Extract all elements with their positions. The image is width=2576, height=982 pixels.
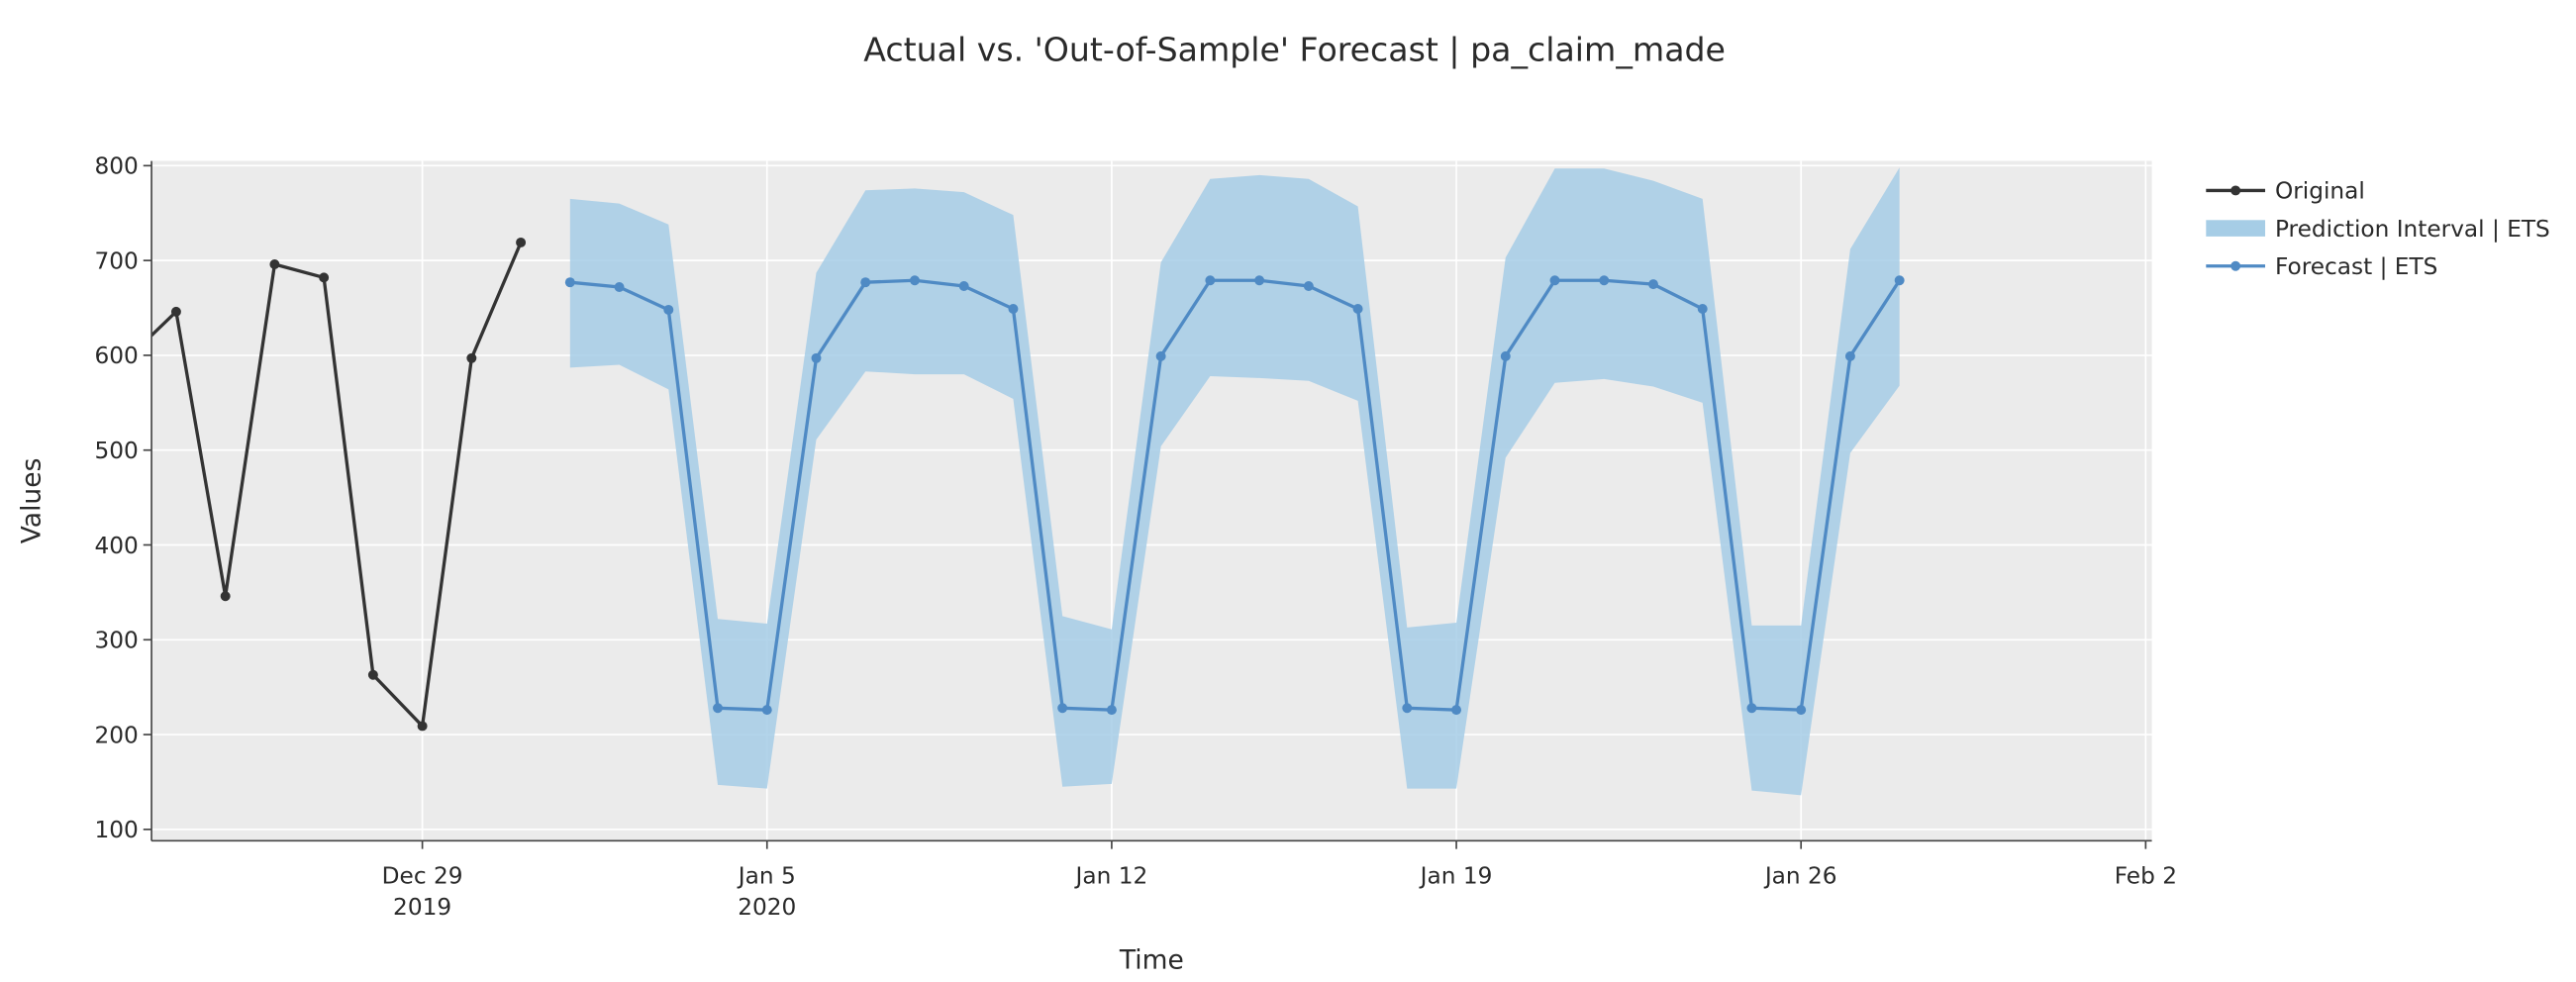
- y-tick-label: 300: [94, 628, 138, 654]
- point: [909, 275, 920, 286]
- point: [1796, 705, 1807, 716]
- series-line: [569, 278, 1902, 712]
- x-axis-title: Time: [1119, 945, 1184, 976]
- point: [860, 277, 871, 288]
- x-tick-label: Jan 5: [737, 862, 796, 889]
- legend-label: Original: [2275, 178, 2365, 205]
- point: [1451, 705, 1462, 716]
- point: [1008, 304, 1019, 314]
- point: [1599, 275, 1610, 286]
- x-tick-label: Jan 12: [1074, 862, 1148, 889]
- point: [564, 277, 575, 288]
- point: [1894, 275, 1905, 286]
- point: [1844, 350, 1855, 361]
- point: [367, 669, 378, 680]
- point: [1155, 350, 1166, 361]
- point: [1648, 279, 1658, 290]
- point: [663, 304, 674, 315]
- x-tick-label: Feb 2: [2115, 862, 2177, 889]
- point: [516, 237, 527, 247]
- chart-title: Actual vs. 'Out-of-Sample' Forecast | pa…: [863, 30, 1726, 68]
- y-tick-label: 600: [94, 343, 138, 369]
- point: [1106, 705, 1117, 716]
- legend-swatch: [2206, 220, 2266, 237]
- point: [1402, 703, 1413, 714]
- x-tick-label: 2020: [738, 894, 796, 921]
- point: [958, 281, 969, 291]
- point: [1500, 350, 1511, 361]
- y-axis-title: Values: [16, 458, 47, 544]
- point: [811, 352, 822, 363]
- point: [1549, 275, 1560, 286]
- x-tick-label: Dec 29: [382, 862, 463, 889]
- legend: Original Prediction Interval | ETS Forecas…: [2206, 178, 2550, 280]
- legend-label: Forecast | ETS: [2275, 253, 2437, 280]
- point: [319, 272, 330, 283]
- point: [1254, 275, 1265, 286]
- point: [220, 591, 231, 602]
- x-tick-label: 2019: [393, 894, 451, 921]
- y-tick-label: 400: [94, 533, 138, 559]
- point: [466, 352, 477, 363]
- point: [713, 703, 723, 714]
- point: [1057, 703, 1068, 714]
- point: [1303, 281, 1314, 291]
- y-tick-label: 700: [94, 247, 138, 274]
- axes: 100 200 300 400 500 600 700 800 Dec 29 2019 Jan 5 2…: [94, 153, 2177, 921]
- x-tick-label: Jan 19: [1419, 862, 1493, 889]
- legend-label: Prediction Interval | ETS: [2275, 216, 2550, 243]
- prediction-band: [569, 167, 1900, 796]
- point: [1697, 304, 1708, 314]
- data-layer: [151, 167, 1905, 796]
- legend-marker: [2230, 185, 2241, 196]
- point: [1746, 703, 1757, 714]
- y-tick-label: 500: [94, 438, 138, 464]
- point: [269, 258, 280, 269]
- point: [170, 306, 181, 317]
- y-tick-label: 200: [94, 722, 138, 748]
- point: [1205, 275, 1216, 286]
- x-tick-label: Jan 26: [1763, 862, 1837, 889]
- point: [417, 721, 428, 732]
- point: [1352, 304, 1363, 314]
- point: [761, 705, 772, 716]
- y-tick-label: 800: [94, 153, 138, 180]
- point: [614, 281, 625, 292]
- y-tick-label: 100: [94, 817, 138, 843]
- legend-marker: [2230, 260, 2241, 271]
